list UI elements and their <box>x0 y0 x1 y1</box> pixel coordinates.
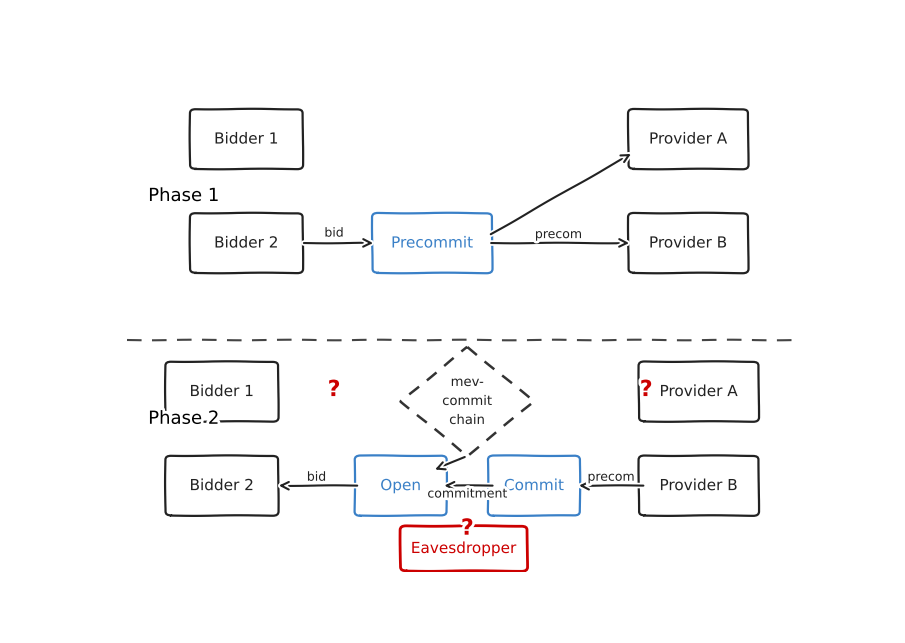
FancyBboxPatch shape <box>190 109 303 169</box>
Text: ?: ? <box>461 519 473 539</box>
Text: ?: ? <box>640 380 653 400</box>
FancyBboxPatch shape <box>639 456 758 516</box>
Text: Bidder 1: Bidder 1 <box>189 384 254 399</box>
FancyBboxPatch shape <box>166 361 279 422</box>
Text: Precommit: Precommit <box>391 235 473 251</box>
Text: Commit: Commit <box>504 478 564 493</box>
Text: Provider B: Provider B <box>660 478 738 493</box>
Text: bid: bid <box>324 226 344 240</box>
FancyBboxPatch shape <box>190 213 303 273</box>
Text: Eavesdropper: Eavesdropper <box>411 541 517 556</box>
FancyBboxPatch shape <box>355 456 447 516</box>
Text: ?: ? <box>328 380 340 400</box>
FancyBboxPatch shape <box>628 109 748 169</box>
Text: Bidder 2: Bidder 2 <box>189 478 254 493</box>
Text: precom: precom <box>535 228 582 241</box>
Text: precom: precom <box>587 471 634 484</box>
Text: Provider B: Provider B <box>649 235 728 251</box>
Text: mev-
commit
chain: mev- commit chain <box>443 376 492 427</box>
Text: commitment: commitment <box>427 487 508 500</box>
FancyBboxPatch shape <box>628 213 748 273</box>
Text: Provider A: Provider A <box>660 384 738 399</box>
FancyBboxPatch shape <box>372 213 492 273</box>
Text: Bidder 2: Bidder 2 <box>214 235 279 251</box>
Text: bid: bid <box>307 471 326 484</box>
FancyBboxPatch shape <box>488 456 580 516</box>
FancyBboxPatch shape <box>400 526 528 571</box>
Text: Bidder 1: Bidder 1 <box>214 132 279 147</box>
Text: Provider A: Provider A <box>649 132 728 147</box>
Text: Open: Open <box>380 478 421 493</box>
FancyBboxPatch shape <box>639 361 758 422</box>
Text: Phase 2: Phase 2 <box>148 410 219 428</box>
Text: Phase 1: Phase 1 <box>148 187 219 205</box>
FancyBboxPatch shape <box>166 456 279 516</box>
